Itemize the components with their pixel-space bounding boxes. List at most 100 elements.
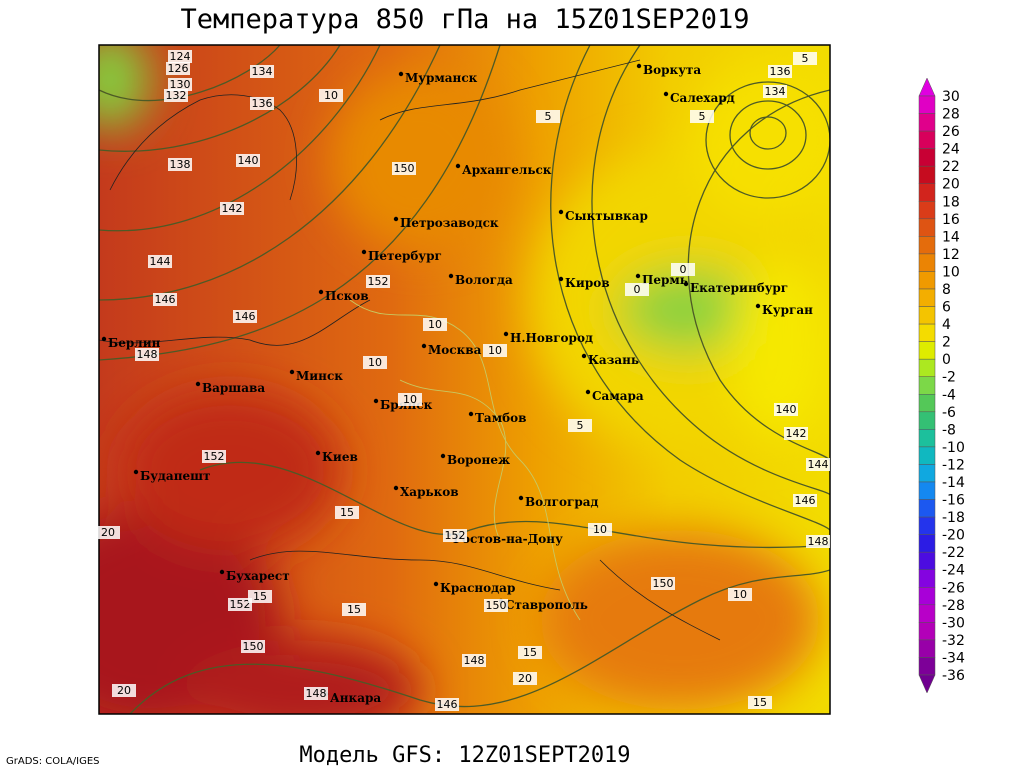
contour-label: 10: [593, 523, 607, 536]
contour-label-box: [398, 393, 422, 406]
contour-label: 134: [252, 65, 273, 78]
colorbar-swatch: [918, 551, 936, 570]
contour-label: 5: [545, 110, 552, 123]
contour-label-box: [671, 263, 695, 276]
contour-label-box: [588, 523, 612, 536]
city-dot: [440, 453, 446, 459]
contour-label: 142: [786, 427, 807, 440]
map-frame: [98, 44, 831, 715]
contour-label-box: [168, 50, 192, 63]
colorbar-swatch: [918, 411, 936, 430]
contour-label-box: [166, 62, 190, 75]
contour-label: 126: [168, 62, 189, 75]
city-dot: [683, 281, 689, 287]
colorbar-swatch: [918, 639, 936, 658]
city-dot: [636, 63, 642, 69]
contour-label-box: [335, 506, 359, 519]
contour-label: 146: [235, 310, 256, 323]
colorbar-swatch: [918, 464, 936, 483]
contour-label: 20: [117, 684, 131, 697]
city-dot: [503, 331, 509, 337]
city-label: Будапешт: [140, 469, 210, 483]
contour-label: 0: [634, 283, 641, 296]
colorbar-tick-label: -36: [942, 668, 965, 684]
colorbar-swatch: [918, 165, 936, 184]
colorbar-swatch: [918, 516, 936, 535]
contour-label-box: [342, 603, 366, 616]
contour-label-box: [236, 154, 260, 167]
contour-label-box: [148, 255, 172, 268]
colorbar-tick-label: 14: [942, 229, 960, 245]
colorbar-swatch: [918, 446, 936, 465]
contour-label: 152: [204, 450, 225, 463]
colorbar-swatch: [918, 148, 936, 167]
city-label: Петербург: [368, 249, 442, 263]
colorbar-swatch: [918, 113, 936, 132]
contour-label: 136: [252, 97, 273, 110]
contour-label: 140: [776, 403, 797, 416]
contour-label-box: [202, 450, 226, 463]
city-dot: [195, 381, 201, 387]
contour-label-box: [443, 529, 467, 542]
contour-label: 5: [699, 110, 706, 123]
colorbar-swatch: [918, 201, 936, 220]
map-title: Температура 850 гПа на 15Z01SEP2019: [181, 4, 750, 35]
colorbar-tick-label: 6: [942, 300, 951, 316]
colorbar-tick-label: -4: [942, 387, 956, 403]
contour-label-box: [366, 275, 390, 288]
colorbar-swatch: [918, 587, 936, 606]
contour-label-box: [304, 687, 328, 700]
colorbar-tick-label: -26: [942, 580, 965, 596]
city-label: Курган: [762, 303, 813, 317]
colorbar-swatch: [918, 323, 936, 342]
city-label: Харьков: [400, 485, 459, 499]
city-dot: [663, 91, 669, 97]
city-label: Варшава: [202, 381, 265, 395]
contour-label-box: [435, 698, 459, 711]
city-label: Вологда: [455, 273, 513, 287]
city-dot: [755, 303, 761, 309]
contour-label-box: [774, 403, 798, 416]
credit: GrADS: COLA/IGES: [6, 756, 100, 767]
contour-label-box: [793, 52, 817, 65]
contour-label: 146: [155, 293, 176, 306]
contour-label: 5: [802, 52, 809, 65]
colorbar-tick-label: 0: [942, 352, 951, 368]
contour-label: 150: [653, 577, 674, 590]
contour-label-box: [536, 110, 560, 123]
colorbar-swatch: [918, 306, 936, 325]
contour-label: 142: [222, 202, 243, 215]
colorbar-tick-label: 10: [942, 264, 960, 280]
contour-label: 124: [170, 50, 191, 63]
city-dot: [581, 353, 587, 359]
contour-label-box: [748, 696, 772, 709]
city-dot: [421, 343, 427, 349]
contour-label: 152: [230, 598, 251, 611]
city-label: Анкара: [330, 691, 381, 705]
contour-label: 20: [518, 672, 532, 685]
colorbar-tick-label: -18: [942, 510, 965, 526]
colorbar-swatch: [918, 236, 936, 255]
contour-label: 152: [445, 529, 466, 542]
contour-label: 148: [137, 348, 158, 361]
city-dot: [219, 569, 225, 575]
contour-label-box: [233, 310, 257, 323]
city-label: Архангельск: [462, 163, 552, 177]
colorbar-cap: [918, 674, 936, 694]
city-dot: [398, 71, 404, 77]
colorbar-tick-label: -12: [942, 457, 965, 473]
contour-label-box: [793, 494, 817, 507]
colorbar-tick-label: 28: [942, 107, 960, 123]
contour-label: 10: [488, 344, 502, 357]
contour-label-box: [484, 599, 508, 612]
city-dot: [101, 336, 107, 342]
city-dot: [393, 216, 399, 222]
contour-label: 150: [243, 640, 264, 653]
contour-label: 15: [340, 506, 354, 519]
contour-label-box: [423, 318, 447, 331]
colorbar-tick-label: -20: [942, 528, 965, 544]
contour-label-box: [483, 344, 507, 357]
colorbar-tick-label: -2: [942, 370, 956, 386]
city-label: Волгоград: [525, 495, 598, 509]
city-dot: [433, 581, 439, 587]
